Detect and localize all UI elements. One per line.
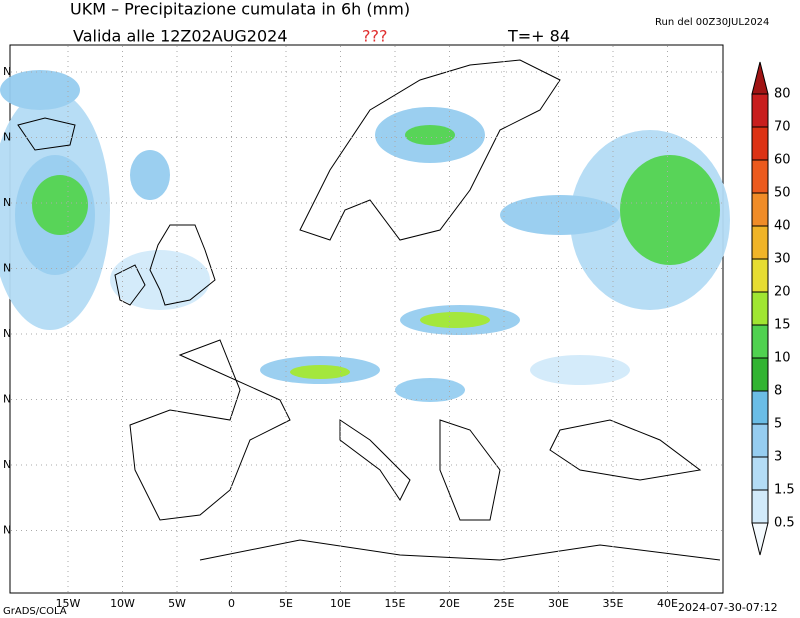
longitude-label: 10E (330, 597, 351, 610)
colorbar-cell (751, 489, 769, 524)
latitude-label: N (3, 131, 11, 144)
longitude-label: 0 (228, 597, 235, 610)
longitude-label: 40E (657, 597, 678, 610)
title: UKM – Precipitazione cumulata in 6h (mm) (70, 0, 410, 19)
colorbar-cell (751, 258, 769, 293)
colorbar-cell (751, 324, 769, 359)
colorbar-label: 0.5 (774, 516, 795, 531)
colorbar-label: 1.5 (774, 483, 795, 498)
precipitation (0, 70, 730, 402)
colorbar-label: 5 (774, 417, 782, 432)
colorbar-label: 8 (774, 384, 782, 399)
latitude-label: N (3, 65, 11, 78)
lead-time: T=+ 84 (507, 27, 570, 46)
colorbar-cell (751, 357, 769, 392)
colorbar-cell (751, 126, 769, 161)
colorbar-label: 50 (774, 186, 791, 201)
latitude-label: N (3, 262, 11, 275)
latitude-label: N (3, 393, 11, 406)
longitude-label: 25E (494, 597, 515, 610)
colorbar-label: 3 (774, 450, 782, 465)
latitude-label: N (3, 524, 11, 537)
colorbar-cell (751, 192, 769, 227)
longitude-label: 35E (603, 597, 624, 610)
map (0, 44, 730, 594)
footer-right: 2024-07-30-07:12 (678, 601, 778, 614)
colorbar-cell (751, 390, 769, 425)
longitude-label: 30E (548, 597, 569, 610)
colorbar-cell (751, 423, 769, 458)
colorbar-label: 10 (774, 351, 791, 366)
latitude-label: N (3, 196, 11, 209)
colorbar-label: 80 (774, 87, 791, 102)
colorbar-label: 15 (774, 318, 791, 333)
colorbar-cell (751, 93, 769, 128)
run-info: Run del 00Z30JUL2024 (655, 17, 769, 28)
colorbar-label: 60 (774, 153, 791, 168)
colorbar-cell (751, 225, 769, 260)
latitude-label: N (3, 327, 11, 340)
colorbar-label: 70 (774, 120, 791, 135)
longitude-label: 5W (168, 597, 186, 610)
footer-left: GrADS/COLA (3, 606, 67, 617)
map-frame (9, 44, 724, 594)
longitude-label: 10W (110, 597, 135, 610)
latitude-label: N (3, 458, 11, 471)
colorbar-label: 20 (774, 285, 791, 300)
colorbar-cell (751, 291, 769, 326)
coastlines (17, 59, 721, 561)
colorbar-cell (751, 522, 769, 556)
colorbar-cell (751, 61, 769, 95)
longitude-label: 15E (385, 597, 406, 610)
colorbar-label: 40 (774, 219, 791, 234)
valid-time: Valida alle 12Z02AUG2024 (73, 27, 288, 46)
colorbar-cell (751, 159, 769, 194)
colorbar-label: 30 (774, 252, 791, 267)
colorbar-cell (751, 456, 769, 491)
longitude-label: 15W (56, 597, 81, 610)
longitude-label: 20E (439, 597, 460, 610)
flag: ??? (362, 27, 387, 46)
longitude-label: 5E (279, 597, 293, 610)
